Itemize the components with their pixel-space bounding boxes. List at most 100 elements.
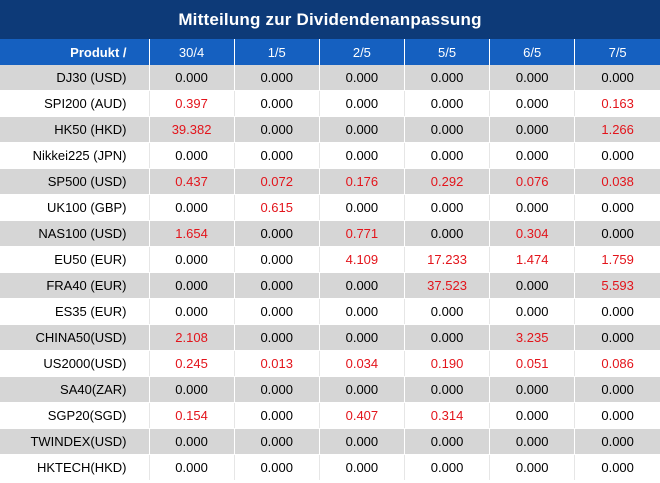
product-name-cell: CHINA50(USD): [0, 324, 149, 351]
dividend-value-cell: 0.000: [233, 90, 320, 117]
table-row: TWINDEX(USD) 0.000 0.000 0.000 0.000 0.000 0.0…: [0, 428, 660, 455]
dividend-value-cell: 0.000: [148, 65, 235, 91]
dividend-table: Produkt / 30/4 1/5 2/5 5/5 6/5 7/5 DJ30 …: [0, 39, 660, 481]
table-body: DJ30 (USD) 0.000 0.000 0.000 0.000 0.000 0.000…: [0, 65, 660, 481]
dividend-value-cell: 0.000: [148, 272, 235, 299]
product-name-cell: HK50 (HKD): [0, 116, 149, 143]
dividend-value-cell: 37.523: [403, 272, 490, 299]
dividend-value-cell: 0.000: [403, 142, 490, 169]
dividend-value-cell: 0.013: [233, 350, 320, 377]
column-header-date: 2/5: [318, 39, 405, 65]
dividend-value-cell: 0.000: [233, 298, 320, 325]
dividend-value-cell: 0.000: [574, 142, 660, 169]
dividend-value-cell: 0.000: [574, 376, 660, 403]
dividend-value-cell: 0.000: [148, 298, 235, 325]
table-row: SGP20(SGD) 0.154 0.000 0.407 0.314 0.000 0.000: [0, 402, 660, 429]
table-row: CHINA50(USD) 2.108 0.000 0.000 0.000 3.235 0.0…: [0, 324, 660, 351]
table-row: SPI200 (AUD) 0.397 0.000 0.000 0.000 0.000 0.1…: [0, 90, 660, 117]
dividend-value-cell: 0.000: [233, 402, 320, 429]
table-row: EU50 (EUR) 0.000 0.000 4.109 17.233 1.474 1.75…: [0, 246, 660, 273]
dividend-value-cell: 0.000: [403, 324, 490, 351]
dividend-value-cell: 0.000: [233, 220, 320, 247]
dividend-value-cell: 0.000: [403, 428, 490, 455]
column-header-date: 30/4: [148, 39, 235, 65]
dividend-value-cell: 0.072: [233, 168, 320, 195]
dividend-value-cell: 0.000: [148, 376, 235, 403]
dividend-value-cell: 0.000: [403, 65, 490, 91]
table-row: UK100 (GBP) 0.000 0.615 0.000 0.000 0.000 0.00…: [0, 194, 660, 221]
dividend-value-cell: 0.000: [318, 142, 405, 169]
table-row: US2000(USD) 0.245 0.013 0.034 0.190 0.051 0.08…: [0, 350, 660, 377]
dividend-value-cell: 0.000: [233, 116, 320, 143]
table-row: ES35 (EUR) 0.000 0.000 0.000 0.000 0.000 0.000: [0, 298, 660, 325]
table-row: HKTECH(HKD) 0.000 0.000 0.000 0.000 0.000 0.00…: [0, 454, 660, 481]
dividend-value-cell: 0.034: [318, 350, 405, 377]
dividend-value-cell: 0.000: [489, 376, 575, 403]
dividend-value-cell: 0.000: [403, 90, 490, 117]
dividend-value-cell: 0.051: [489, 350, 575, 377]
column-header-date: 1/5: [233, 39, 320, 65]
dividend-value-cell: 0.000: [489, 65, 575, 91]
product-name-cell: SP500 (USD): [0, 168, 149, 195]
dividend-value-cell: 5.593: [574, 272, 660, 299]
dividend-value-cell: 1.759: [574, 246, 660, 273]
dividend-value-cell: 0.000: [233, 376, 320, 403]
dividend-value-cell: 0.000: [489, 402, 575, 429]
dividend-value-cell: 0.000: [489, 454, 575, 481]
dividend-value-cell: 0.000: [489, 90, 575, 117]
product-name-cell: SA40(ZAR): [0, 376, 149, 403]
dividend-value-cell: 0.000: [574, 324, 660, 351]
dividend-value-cell: 0.000: [574, 428, 660, 455]
product-name-cell: UK100 (GBP): [0, 194, 149, 221]
dividend-value-cell: 0.000: [318, 194, 405, 221]
product-name-cell: TWINDEX(USD): [0, 428, 149, 455]
dividend-value-cell: 0.000: [574, 220, 660, 247]
dividend-value-cell: 0.314: [403, 402, 490, 429]
dividend-value-cell: 0.304: [489, 220, 575, 247]
column-header-product: Produkt /: [0, 39, 149, 65]
table-row: SP500 (USD) 0.437 0.072 0.176 0.292 0.076 0.03…: [0, 168, 660, 195]
dividend-value-cell: 0.000: [318, 428, 405, 455]
dividend-value-cell: 39.382: [148, 116, 235, 143]
dividend-value-cell: 0.000: [574, 194, 660, 221]
dividend-value-cell: 0.000: [403, 220, 490, 247]
dividend-value-cell: 0.000: [148, 142, 235, 169]
column-header-date: 7/5: [574, 39, 660, 65]
dividend-value-cell: 0.154: [148, 402, 235, 429]
dividend-value-cell: 2.108: [148, 324, 235, 351]
table-header-row: Produkt / 30/4 1/5 2/5 5/5 6/5 7/5: [0, 39, 660, 65]
dividend-value-cell: 0.086: [574, 350, 660, 377]
product-name-cell: NAS100 (USD): [0, 220, 149, 247]
dividend-value-cell: 0.038: [574, 168, 660, 195]
dividend-value-cell: 0.000: [233, 142, 320, 169]
dividend-value-cell: 0.000: [233, 65, 320, 91]
dividend-value-cell: 0.000: [403, 116, 490, 143]
dividend-value-cell: 0.000: [148, 246, 235, 273]
dividend-value-cell: 0.771: [318, 220, 405, 247]
product-name-cell: SGP20(SGD): [0, 402, 149, 429]
page-title: Mitteilung zur Dividendenanpassung: [0, 0, 660, 39]
dividend-value-cell: 0.000: [318, 298, 405, 325]
product-name-cell: ES35 (EUR): [0, 298, 149, 325]
dividend-value-cell: 0.000: [574, 298, 660, 325]
dividend-value-cell: 1.266: [574, 116, 660, 143]
table-row: HK50 (HKD) 39.382 0.000 0.000 0.000 0.000 1.26…: [0, 116, 660, 143]
dividend-value-cell: 0.000: [233, 428, 320, 455]
column-header-date: 6/5: [489, 39, 575, 65]
dividend-value-cell: 0.163: [574, 90, 660, 117]
dividend-value-cell: 1.654: [148, 220, 235, 247]
product-name-cell: HKTECH(HKD): [0, 454, 149, 481]
dividend-value-cell: 0.000: [489, 116, 575, 143]
dividend-value-cell: 0.000: [489, 142, 575, 169]
dividend-value-cell: 0.000: [489, 194, 575, 221]
product-name-cell: DJ30 (USD): [0, 65, 149, 91]
dividend-value-cell: 17.233: [403, 246, 490, 273]
dividend-value-cell: 0.000: [574, 402, 660, 429]
dividend-value-cell: 0.000: [489, 428, 575, 455]
table-row: Nikkei225 (JPN) 0.000 0.000 0.000 0.000 0.000…: [0, 142, 660, 169]
dividend-value-cell: 0.000: [403, 298, 490, 325]
dividend-value-cell: 0.000: [148, 194, 235, 221]
dividend-value-cell: 0.000: [233, 454, 320, 481]
dividend-value-cell: 0.000: [489, 272, 575, 299]
